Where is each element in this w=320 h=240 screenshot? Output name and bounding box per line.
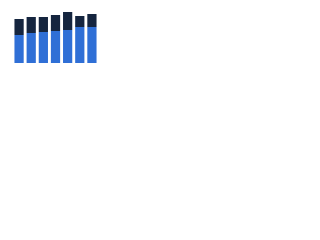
bar-segment (87, 14, 97, 27)
bar-segment (38, 17, 48, 32)
bar-segment (26, 33, 36, 63)
bar-segment (14, 19, 24, 35)
bar-segment (26, 17, 36, 33)
bar-segment (50, 15, 61, 31)
chart (14, 12, 97, 63)
bar-segment (63, 12, 73, 30)
bar-segment (14, 35, 24, 63)
bar-segment (50, 31, 61, 63)
bar-segment (38, 32, 48, 63)
bar-segment (63, 30, 73, 63)
bar-segment (87, 27, 97, 63)
bar-segment (75, 27, 85, 63)
bar-segment (75, 16, 85, 27)
page: (() => { const data = JSON.parse(documen… (0, 0, 320, 71)
